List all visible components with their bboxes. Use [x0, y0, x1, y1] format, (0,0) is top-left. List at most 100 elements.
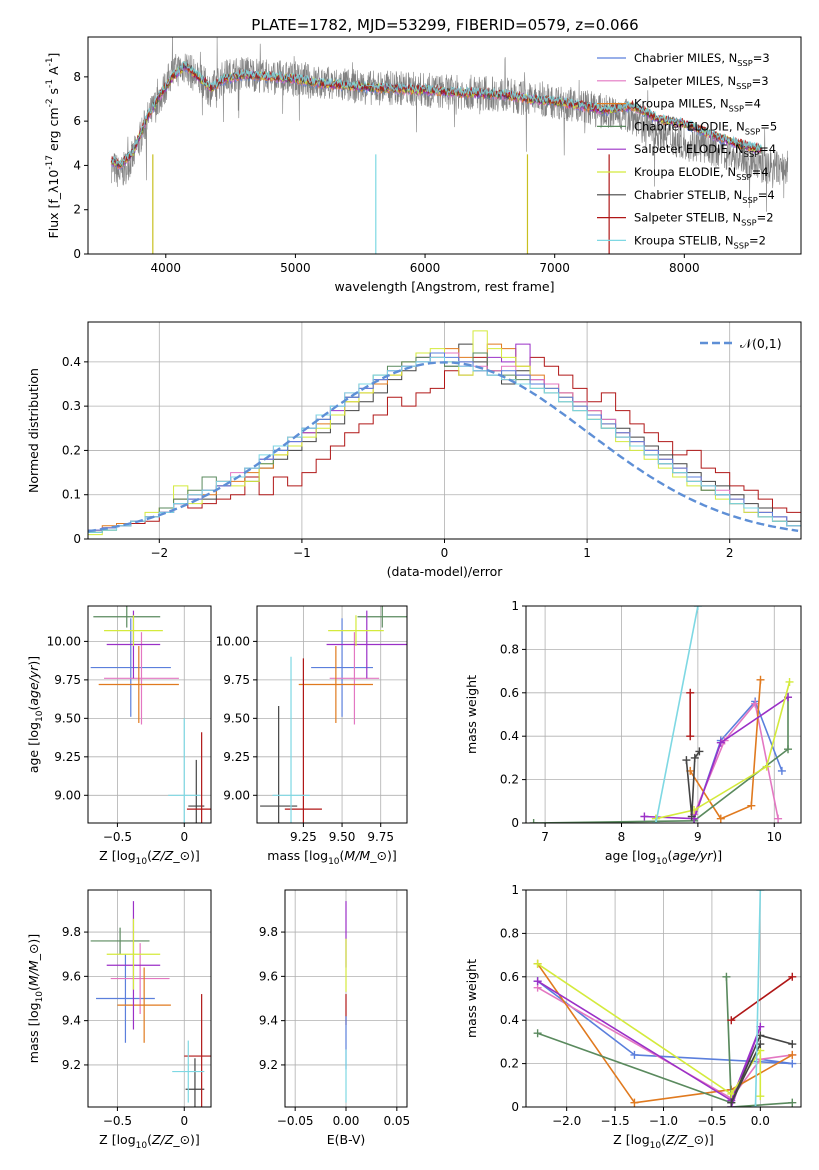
- errorbar-point: [186, 732, 211, 823]
- axes-frame: [256, 605, 408, 824]
- label-segment: =2: [757, 211, 774, 225]
- x-tick-label: 0: [180, 1114, 188, 1128]
- errorbar-point: [104, 615, 163, 647]
- normal-curve-line: [88, 361, 799, 533]
- series-marker: [747, 801, 756, 810]
- y-tick-label: 0: [511, 1100, 519, 1114]
- y-tick-label: 0.8: [500, 642, 519, 656]
- series-marker: [690, 753, 699, 762]
- label-segment: )]: [704, 1132, 714, 1147]
- y-tick-label: 0: [511, 816, 519, 830]
- label-segment: )]: [26, 934, 41, 944]
- label-segment: Z/Z_⊙: [665, 1132, 704, 1147]
- label-segment: (: [661, 1132, 666, 1147]
- series-chabrier-elodie: [529, 693, 793, 823]
- series-marker: [716, 814, 725, 823]
- y-tick-label: 10.00: [216, 634, 250, 648]
- histogram-steps: [88, 356, 801, 539]
- label-segment: SSP: [745, 126, 760, 136]
- residual-legend: 𝒩(0,1): [700, 336, 782, 351]
- label-segment: SSP: [734, 240, 749, 250]
- series-line: [730, 976, 793, 1021]
- x-tick-label: −1.5: [601, 1114, 630, 1128]
- x-axis-label: Z [log10(Z/Z_⊙)]: [99, 1132, 200, 1151]
- series-line: [536, 963, 793, 1104]
- legend-entry: Chabrier STELIB, NSSP=4: [634, 188, 775, 205]
- label-segment: Salpeter MILES, N: [634, 74, 736, 88]
- errorbar-point: [110, 943, 170, 1014]
- errorbar-point: [90, 927, 150, 955]
- label-segment: SSP: [741, 218, 756, 228]
- y-tick-label: 9.6: [62, 969, 81, 983]
- label-segment: =4: [744, 97, 761, 111]
- label-segment: (: [340, 848, 345, 863]
- series-line: [655, 606, 699, 823]
- y-tick-label: 0.4: [500, 729, 519, 743]
- errorbar-point: [104, 632, 179, 725]
- panel-age-vs-mass: 9.25 9.50 9.75 9.00 9.25 9.50 9.75 10.00 mass [l…: [216, 605, 408, 867]
- axes-frame: [87, 889, 212, 1108]
- x-tick-label: 6000: [410, 261, 441, 275]
- plot-area: [90, 901, 211, 1107]
- series-marker: [788, 972, 797, 981]
- series-marker: [751, 699, 760, 708]
- errorbar-point: [298, 646, 373, 723]
- x-tick-label: 0: [180, 830, 188, 844]
- x-tick-label: 9.25: [290, 830, 317, 844]
- series-line: [533, 697, 789, 823]
- label-segment: age [log: [605, 848, 656, 863]
- label-segment: 10: [650, 1141, 662, 1151]
- series-marker: [686, 688, 695, 697]
- label-segment: mass [log: [267, 848, 328, 863]
- errorbar-point: [311, 618, 373, 717]
- x-tick-label: −2.0: [552, 1114, 581, 1128]
- series-line: [537, 986, 793, 1100]
- y-tick-label: 0: [73, 532, 81, 546]
- errorbar-point: [184, 994, 211, 1107]
- errorbar-point: [260, 706, 298, 823]
- x-tick-label: 1: [583, 546, 591, 560]
- panel-mass-vs-Z: −0.5 09.29.49.69.8Z [log10(Z/Z_⊙)]mass [l…: [26, 889, 212, 1151]
- series-marker: [727, 1089, 736, 1098]
- legend-entry: Chabrier MILES, NSSP=3: [634, 51, 770, 68]
- label-segment: Z/Z_⊙: [151, 1132, 190, 1147]
- plot-area: [260, 606, 407, 823]
- series-marker: [762, 762, 771, 771]
- series-marker: [533, 977, 542, 986]
- x-axis-label: E(B-V): [327, 1132, 366, 1147]
- x-tick-label: 4000: [151, 261, 182, 275]
- figure-title: PLATE=1782, MJD=53299, FIBERID=0579, z=0…: [251, 16, 638, 34]
- label-segment: 10: [46, 170, 61, 186]
- x-tick-label: 0.05: [383, 1114, 410, 1128]
- label-segment: Kroupa STELIB, N: [634, 233, 734, 247]
- series-line: [754, 890, 762, 1107]
- label-segment: 10: [35, 991, 45, 1003]
- y-tick-label: 0.2: [62, 443, 81, 457]
- label-segment: Kroupa ELODIE, N: [634, 165, 736, 179]
- label-segment: 10: [328, 857, 340, 867]
- series-line: [644, 696, 789, 820]
- y-tick-label: 9.8: [62, 925, 81, 939]
- observed-spectrum-line: [111, 37, 789, 212]
- label-segment: =2: [749, 233, 766, 247]
- x-tick-label: 7: [541, 830, 549, 844]
- series-marker: [727, 1016, 736, 1025]
- label-segment: M/M_⊙: [26, 944, 41, 987]
- errorbar-point: [98, 646, 179, 723]
- y-tick-label: 9.50: [223, 711, 250, 725]
- y-tick-label: 0.6: [500, 970, 519, 984]
- series-line: [730, 1034, 793, 1104]
- series-marker: [695, 747, 704, 756]
- label-segment: SSP: [736, 81, 751, 91]
- label-segment: )]: [387, 848, 397, 863]
- label-segment: =4: [759, 142, 776, 156]
- y-axis-label: age [log10(age/yr)]: [26, 656, 45, 773]
- y-tick-label: 9.4: [62, 1014, 81, 1028]
- y-tick-label: 4: [73, 158, 81, 172]
- x-tick-label: 2: [726, 546, 734, 560]
- label-segment: 𝒩(0,1): [740, 336, 782, 351]
- series-marker: [630, 1098, 639, 1107]
